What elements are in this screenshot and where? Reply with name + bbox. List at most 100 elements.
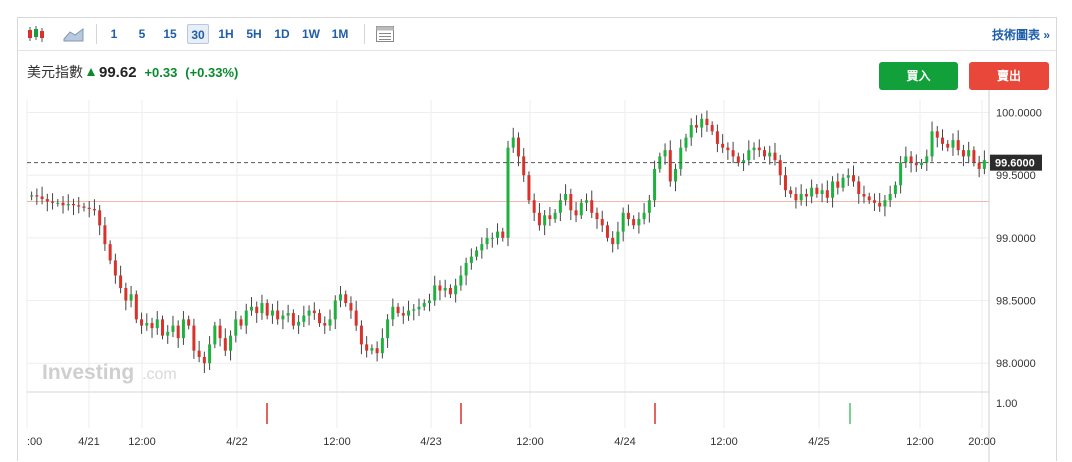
candle-body[interactable] [579,202,583,216]
candle-body[interactable] [265,303,269,316]
candle-body[interactable] [103,225,107,245]
candle-body[interactable] [344,294,348,304]
candle-body[interactable] [61,202,65,206]
candlestick-chart-icon[interactable] [26,25,46,43]
buy-button[interactable]: 買入 [879,62,958,90]
candle-body[interactable] [815,187,819,194]
candle-body[interactable] [543,215,547,226]
candle-body[interactable] [108,244,112,261]
candle-body[interactable] [789,190,793,194]
candle-body[interactable] [181,319,185,339]
candle-body[interactable] [270,310,274,316]
candle-body[interactable] [260,303,264,314]
candle-body[interactable] [234,319,238,336]
candle-body[interactable] [757,147,761,151]
candle-body[interactable] [810,187,814,197]
candle-body[interactable] [171,325,175,332]
candle-body[interactable] [893,185,897,194]
candle-body[interactable] [150,323,154,329]
candle-body[interactable] [595,212,599,220]
candle-body[interactable] [941,137,945,144]
interval-30[interactable]: 30 [187,24,209,44]
candle-body[interactable] [799,194,803,201]
candle-body[interactable] [443,288,447,291]
candle-body[interactable] [537,212,541,226]
candle-body[interactable] [752,147,756,151]
interval-1[interactable]: 1 [110,27,118,41]
candle-body[interactable] [857,181,861,194]
candle-body[interactable] [694,125,698,128]
candle-body[interactable] [558,200,562,213]
table-view-icon[interactable] [375,25,395,43]
price-chart[interactable]: Investing .com 100.0000 99.5000 99.0000 98.… [18,18,1058,462]
candle-body[interactable] [427,300,431,304]
candle-body[interactable] [961,150,965,157]
candle-body[interactable] [140,319,144,326]
candle-body[interactable] [742,160,746,163]
candle-body[interactable] [218,325,222,339]
candle-body[interactable] [276,310,280,320]
candle-body[interactable] [333,300,337,320]
candle-body[interactable] [935,131,939,138]
candle-body[interactable] [480,244,484,251]
candle-body[interactable] [490,237,494,239]
candle-body[interactable] [689,125,693,138]
interval-15[interactable]: 15 [163,27,177,41]
candle-body[interactable] [119,275,123,288]
candle-body[interactable] [585,200,589,203]
candle-body[interactable] [600,219,604,226]
candle-body[interactable] [825,190,829,198]
candle-body[interactable] [527,175,531,201]
candle-body[interactable] [731,150,735,157]
candle-body[interactable] [867,196,871,201]
candle-body[interactable] [511,137,515,148]
candle-body[interactable] [747,150,751,161]
candle-body[interactable] [417,306,421,310]
candle-body[interactable] [375,348,379,354]
candle-body[interactable] [239,319,243,326]
candle-body[interactable] [946,143,950,148]
candle-body[interactable] [433,285,437,301]
candle-body[interactable] [71,204,75,206]
candle-body[interactable] [40,196,44,200]
candle-body[interactable] [113,260,117,276]
candle-body[interactable] [386,319,390,339]
candle-body[interactable] [967,150,971,157]
candle-body[interactable] [522,156,526,176]
candle-body[interactable] [496,231,500,238]
candle-body[interactable] [155,319,159,329]
candle-body[interactable] [642,212,646,220]
candle-body[interactable] [365,344,369,351]
candle-body[interactable] [391,306,395,320]
candle-body[interactable] [768,152,772,157]
candle-body[interactable] [836,181,840,188]
candle-body[interactable] [176,325,180,339]
candle-body[interactable] [134,294,138,320]
candle-body[interactable] [715,131,719,144]
candle-body[interactable] [632,219,636,226]
candle-body[interactable] [605,225,609,238]
candle-body[interactable] [92,209,96,211]
candle-body[interactable] [904,156,908,163]
candle-body[interactable] [87,207,91,210]
candle-body[interactable] [506,147,510,238]
candle-body[interactable] [532,200,536,213]
candle-body[interactable] [30,195,34,197]
candle-body[interactable] [679,147,683,169]
candle-body[interactable] [82,206,86,208]
candle-body[interactable] [45,199,49,202]
candle-body[interactable] [187,319,191,326]
candle-body[interactable] [982,160,986,169]
candle-body[interactable] [485,237,489,245]
candle-body[interactable] [804,194,808,197]
candle-body[interactable] [297,321,301,326]
candle-body[interactable] [684,137,688,148]
candle-body[interactable] [611,237,615,245]
candle-body[interactable] [66,204,70,206]
candle-body[interactable] [302,315,306,322]
candle-body[interactable] [229,335,233,351]
candle-body[interactable] [223,338,227,351]
candle-body[interactable] [401,313,405,316]
candle-body[interactable] [192,325,196,351]
candle-body[interactable] [454,285,458,295]
